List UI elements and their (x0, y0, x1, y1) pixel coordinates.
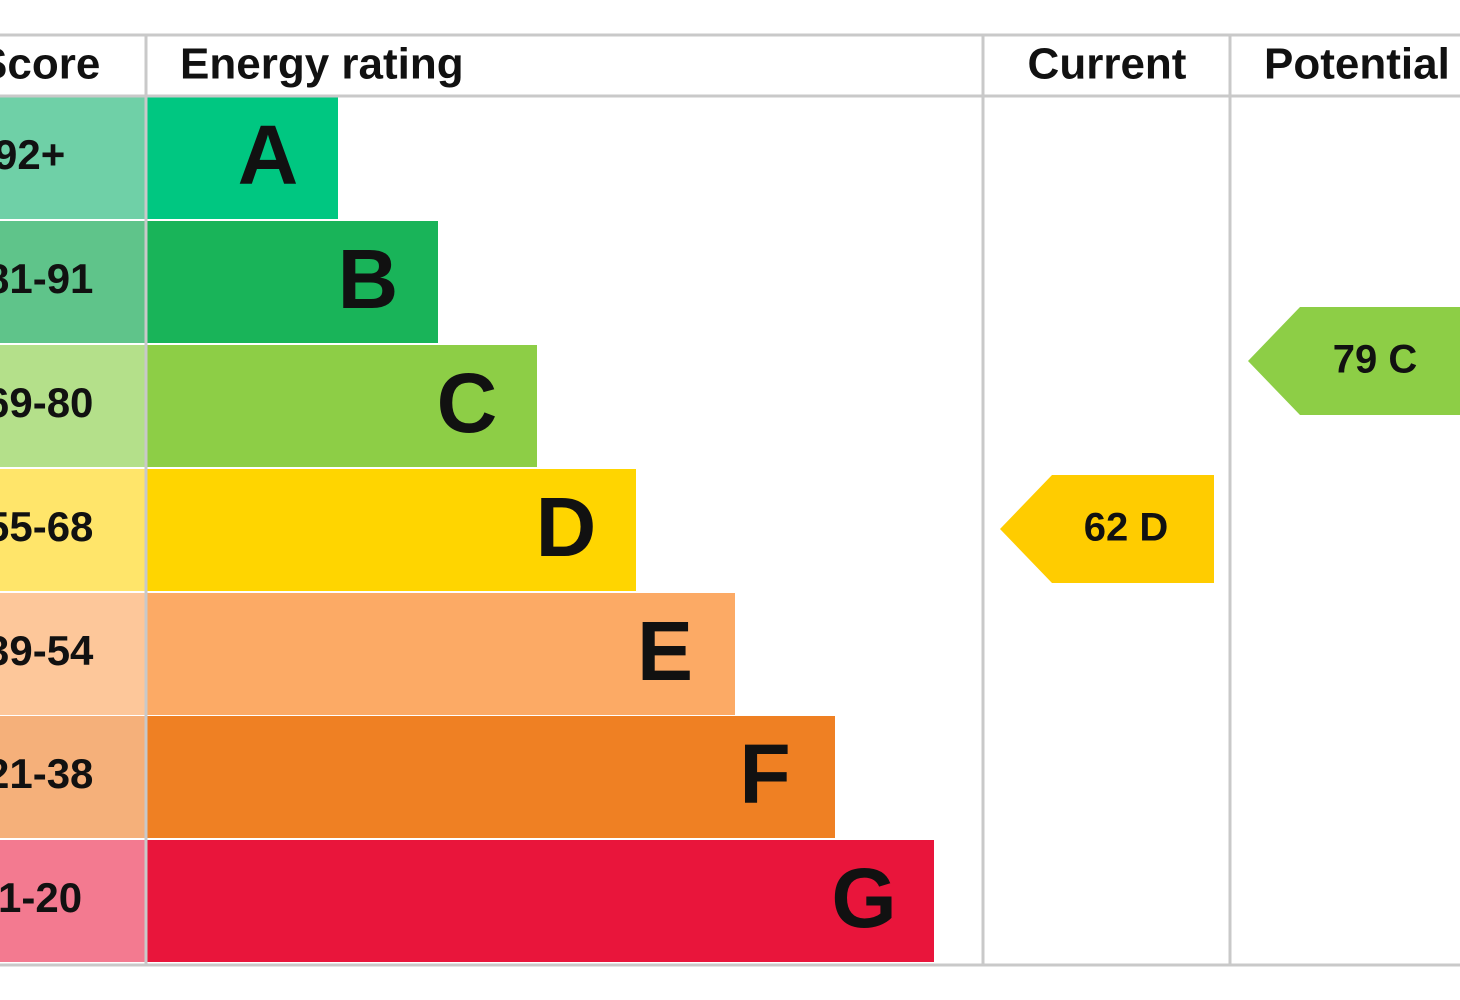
band-letter: F (739, 727, 790, 821)
score-cell (0, 716, 146, 838)
band-letter: B (338, 232, 399, 326)
potential-header: Potential (1264, 40, 1450, 89)
current-arrow (1000, 475, 1214, 583)
band-letter: D (536, 480, 597, 574)
band-letter: G (831, 851, 896, 945)
score-cell (0, 840, 146, 962)
score-range: 55-68 (0, 503, 93, 550)
score-range: 39-54 (0, 627, 94, 674)
rating-band (146, 221, 438, 343)
rating-band (146, 716, 835, 838)
score-range: 69-80 (0, 379, 93, 426)
score-range: 92+ (0, 131, 65, 178)
score-range: 1-20 (0, 874, 82, 921)
score-cell (0, 469, 146, 591)
rating-band (146, 97, 338, 219)
band-letter: C (437, 356, 498, 450)
current-header: Current (1028, 40, 1187, 89)
score-cell (0, 221, 146, 343)
band-letter: A (238, 108, 299, 202)
band-letter: E (637, 604, 693, 698)
rating-band (146, 469, 636, 591)
score-header: Score (0, 40, 100, 89)
score-range: 81-91 (0, 255, 93, 302)
rating-band (146, 593, 735, 715)
score-cell (0, 345, 146, 467)
potential-rating: 79 C (1333, 338, 1418, 382)
score-range: 21-38 (0, 750, 93, 797)
score-cell (0, 593, 146, 715)
rating-band (146, 345, 537, 467)
potential-arrow (1248, 307, 1460, 415)
rating-band (146, 840, 934, 962)
energy-rating-header: Energy rating (180, 40, 464, 89)
score-cell (0, 97, 146, 219)
current-rating: 62 D (1084, 506, 1169, 550)
